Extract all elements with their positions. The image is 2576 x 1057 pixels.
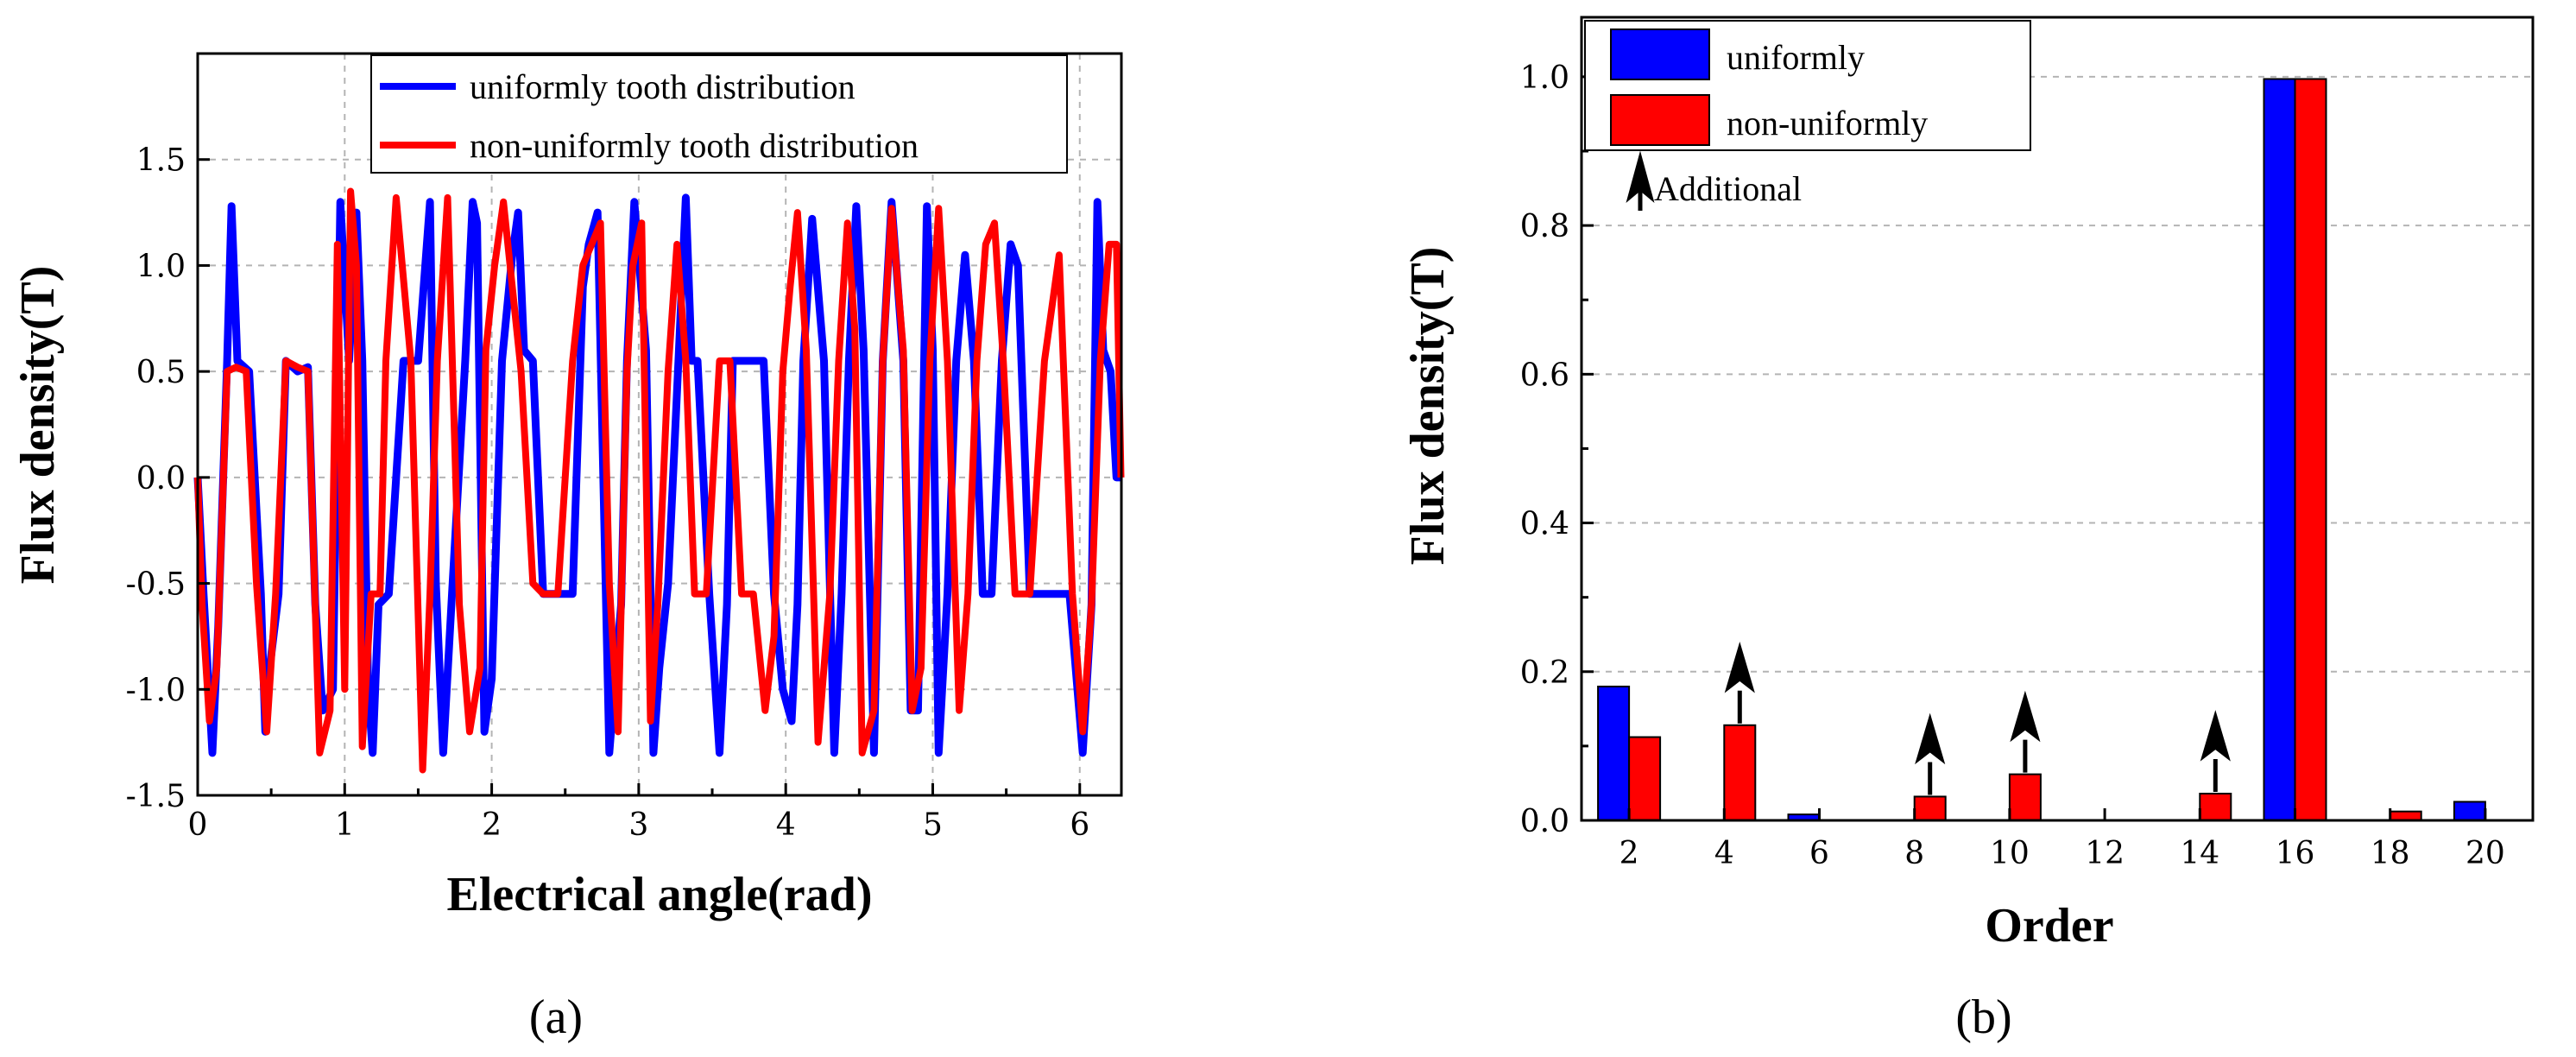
bar-nonuniform — [2008, 773, 2042, 821]
additional-arrows — [1724, 641, 2231, 795]
bar-uniform — [2263, 78, 2296, 821]
bars-group — [1597, 78, 2486, 822]
y-tick-label: 0.0 — [136, 461, 186, 497]
x-tick-label: 12 — [2085, 836, 2125, 871]
bar-nonuniform — [2389, 810, 2422, 822]
x-tick-label: 4 — [1714, 836, 1734, 871]
legend-label-uniform: uniformly tooth distribution — [470, 67, 856, 106]
bar-uniform — [1597, 686, 1631, 821]
bar-chart-panel-b: 0.0 0.2 0.4 0.6 0.8 1.0 2 4 6 8 10 12 14 16 18 20 Flux … — [1401, 16, 2535, 1044]
legend-swatch-uniform — [1610, 28, 1710, 80]
y-tick-label: 0.0 — [1520, 804, 1569, 839]
x-tick-label: 6 — [1070, 807, 1089, 843]
x-tick-label: 6 — [1809, 836, 1829, 871]
y-axis-title: Flux density(T) — [11, 266, 65, 585]
y-tick-label: 0.2 — [1520, 655, 1569, 691]
x-axis-title: Electrical angle(rad) — [447, 868, 873, 921]
legend: uniformly tooth distribution non-uniform… — [370, 54, 1068, 174]
legend-arrow-icon — [1626, 150, 1655, 211]
y-tick-label: 0.6 — [1520, 358, 1569, 393]
axis-ticks: 0 1 2 3 4 5 6 -1.5 -1.0 -0.5 0.0 0.5 1.0 1.5 — [126, 143, 1090, 843]
x-tick-label: 8 — [1904, 836, 1924, 871]
y-axis-title: Flux density(T) — [1401, 247, 1455, 566]
additional-arrow-icon — [2010, 690, 2041, 773]
y-tick-label: 0.8 — [1520, 209, 1569, 244]
y-tick-label: 1.0 — [1520, 60, 1569, 96]
x-tick-label: 4 — [776, 807, 796, 843]
x-tick-label: 0 — [188, 807, 208, 843]
legend-swatch-nonuniform — [1610, 94, 1710, 146]
bar-nonuniform — [2199, 793, 2232, 821]
y-tick-label: -0.5 — [126, 567, 186, 603]
x-tick-label: 20 — [2466, 836, 2505, 871]
y-tick-label: -1.5 — [126, 779, 186, 814]
legend-label-nonuniform: non-uniformly tooth distribution — [470, 126, 919, 165]
x-tick-label: 1 — [335, 807, 355, 843]
legend-label-uniform: uniformly — [1727, 38, 1865, 77]
y-tick-label: 0.5 — [136, 355, 186, 390]
x-axis-title: Order — [1985, 899, 2113, 953]
grid-lines — [1582, 75, 2533, 673]
bar-nonuniform — [1913, 795, 1947, 822]
additional-arrow-icon — [2200, 710, 2231, 792]
series-line-nonuniform — [194, 187, 1125, 774]
panel-label-b: (b) — [1955, 991, 2011, 1044]
bar-nonuniform — [2294, 78, 2327, 821]
panel-label-a: (a) — [529, 991, 583, 1044]
legend: uniformly non-uniformly Additional — [1584, 20, 2031, 211]
bar-uniform — [2453, 801, 2486, 822]
legend-box — [370, 54, 1068, 174]
x-tick-label: 16 — [2276, 836, 2315, 871]
legend-label-nonuniform: non-uniformly — [1727, 104, 1928, 142]
line-chart-panel-a: 0 1 2 3 4 5 6 -1.5 -1.0 -0.5 0.0 0.5 1.0 1.5 Flux den… — [11, 52, 1125, 1044]
additional-arrow-icon — [1724, 641, 1755, 724]
y-tick-label: 1.5 — [136, 143, 186, 179]
plot-frame — [196, 52, 1123, 797]
y-tick-label: 1.0 — [136, 249, 186, 284]
plot-frame — [1580, 16, 2535, 822]
y-tick-label: 0.4 — [1520, 507, 1569, 542]
x-tick-label: 10 — [1990, 836, 2030, 871]
x-tick-label: 5 — [923, 807, 943, 843]
x-tick-label: 2 — [482, 807, 502, 843]
additional-arrow-icon — [1915, 712, 1946, 795]
series-group — [193, 187, 1125, 774]
y-tick-label: -1.0 — [126, 673, 186, 708]
bar-nonuniform — [1723, 724, 1757, 821]
x-tick-label: 3 — [628, 807, 648, 843]
x-tick-label: 2 — [1619, 836, 1639, 871]
x-tick-label: 14 — [2180, 836, 2219, 871]
annotation-label: Additional — [1654, 169, 1802, 208]
bar-nonuniform — [1628, 736, 1662, 821]
axis-ticks: 0.0 0.2 0.4 0.6 0.8 1.0 2 4 6 8 10 12 14 16 18 20 — [1520, 60, 2505, 871]
x-tick-label: 18 — [2371, 836, 2410, 871]
